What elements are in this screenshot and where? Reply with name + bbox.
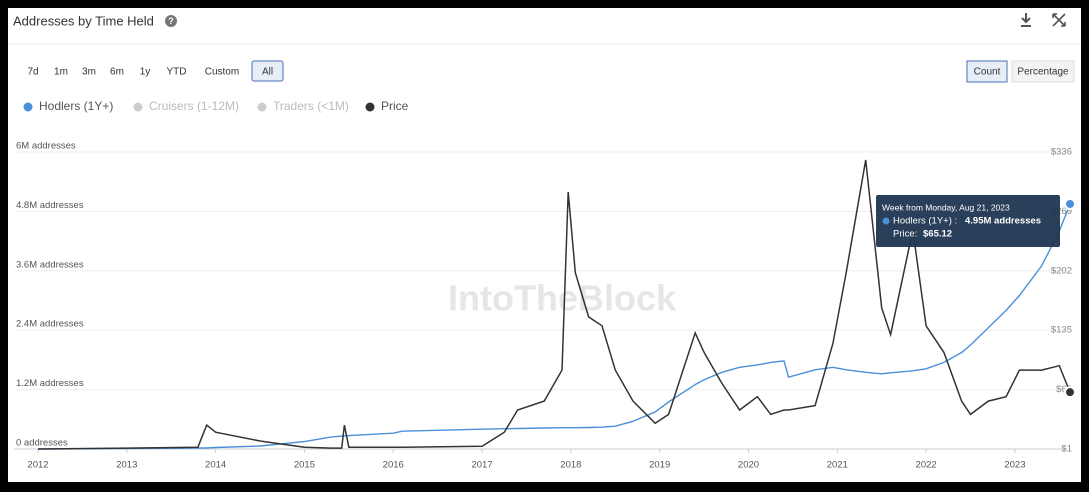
x-tick-label: 2021 <box>827 460 848 471</box>
x-tick-label: 2019 <box>649 460 670 471</box>
x-tick-label: 2014 <box>205 460 226 471</box>
x-tick-label: 2013 <box>116 460 137 471</box>
tooltip-series: Hodlers (1Y+) : <box>893 216 957 227</box>
x-tick-label: 2022 <box>916 460 937 471</box>
x-tick-label: 2012 <box>27 460 48 471</box>
y-tick-label: 4.8M addresses <box>16 200 84 211</box>
mode-label: Percentage <box>1017 67 1069 78</box>
download-icon[interactable] <box>1021 13 1031 27</box>
range-label: 6m <box>110 67 124 78</box>
y-tick-label: 3.6M addresses <box>16 259 84 270</box>
x-tick-label: 2015 <box>294 460 315 471</box>
y2-tick-label: $269 <box>1051 206 1072 217</box>
range-label: 1y <box>140 67 151 78</box>
y2-tick-label: $135 <box>1051 325 1072 336</box>
y2-tick-label: $1 <box>1061 444 1072 455</box>
range-button[interactable] <box>161 61 192 81</box>
x-tick-label: 2023 <box>1004 460 1025 471</box>
range-button[interactable] <box>133 61 157 81</box>
mode-label: Count <box>974 67 1001 78</box>
help-mark: ? <box>168 16 174 26</box>
end-point <box>1064 197 1076 210</box>
expand-icon[interactable] <box>1052 13 1066 27</box>
y-tick-label: 6M addresses <box>16 141 76 152</box>
range-button[interactable] <box>49 61 73 81</box>
legend-marker[interactable] <box>257 102 267 112</box>
tooltip-box <box>876 195 1060 247</box>
tooltip-date: Week from Monday, Aug 21, 2023 <box>882 202 1010 212</box>
range-button[interactable] <box>105 61 129 81</box>
x-tick-label: 2018 <box>560 460 581 471</box>
y-tick-label: 1.2M addresses <box>16 378 84 389</box>
series-line <box>37 159 1071 450</box>
x-tick-label: 2020 <box>738 460 759 471</box>
legend-marker[interactable] <box>133 102 143 112</box>
range-button[interactable] <box>21 61 45 81</box>
tooltip-price-label: Price: <box>893 229 917 240</box>
range-label: 3m <box>82 67 96 78</box>
tooltip-series-value: 4.95M addresses <box>965 216 1041 227</box>
range-button[interactable] <box>196 61 248 81</box>
watermark: IntoTheBlock <box>448 278 677 319</box>
legend-marker[interactable] <box>23 102 33 112</box>
y2-tick-label: $68 <box>1056 384 1072 395</box>
x-tick-label: 2016 <box>383 460 404 471</box>
title: Addresses by Time Held <box>13 13 154 28</box>
range-label: Custom <box>205 67 239 78</box>
range-label: 7d <box>27 67 38 78</box>
tooltip-price-value: $65.12 <box>923 229 952 240</box>
x-tick-label: 2017 <box>471 460 492 471</box>
range-label: 1m <box>54 67 68 78</box>
legend-marker[interactable] <box>365 102 375 112</box>
y2-tick-label: $202 <box>1051 265 1072 276</box>
legend-label: Hodlers (1Y+) <box>39 99 113 113</box>
end-point <box>1064 386 1076 399</box>
y-tick-label: 0 addresses <box>16 438 68 449</box>
y2-tick-label: $336 <box>1051 147 1072 158</box>
tooltip-marker <box>882 217 890 225</box>
mode-button[interactable] <box>1011 60 1075 83</box>
range-label: All <box>262 67 273 78</box>
legend-label: Cruisers (1-12M) <box>149 99 239 113</box>
range-label: YTD <box>167 67 187 78</box>
range-button[interactable] <box>77 61 101 81</box>
y-tick-label: 2.4M addresses <box>16 319 84 330</box>
help-icon[interactable] <box>165 15 177 27</box>
legend-label: Price <box>381 99 409 113</box>
range-button[interactable] <box>251 60 284 82</box>
legend-label: Traders (<1M) <box>273 99 349 113</box>
mode-button[interactable] <box>966 60 1008 83</box>
